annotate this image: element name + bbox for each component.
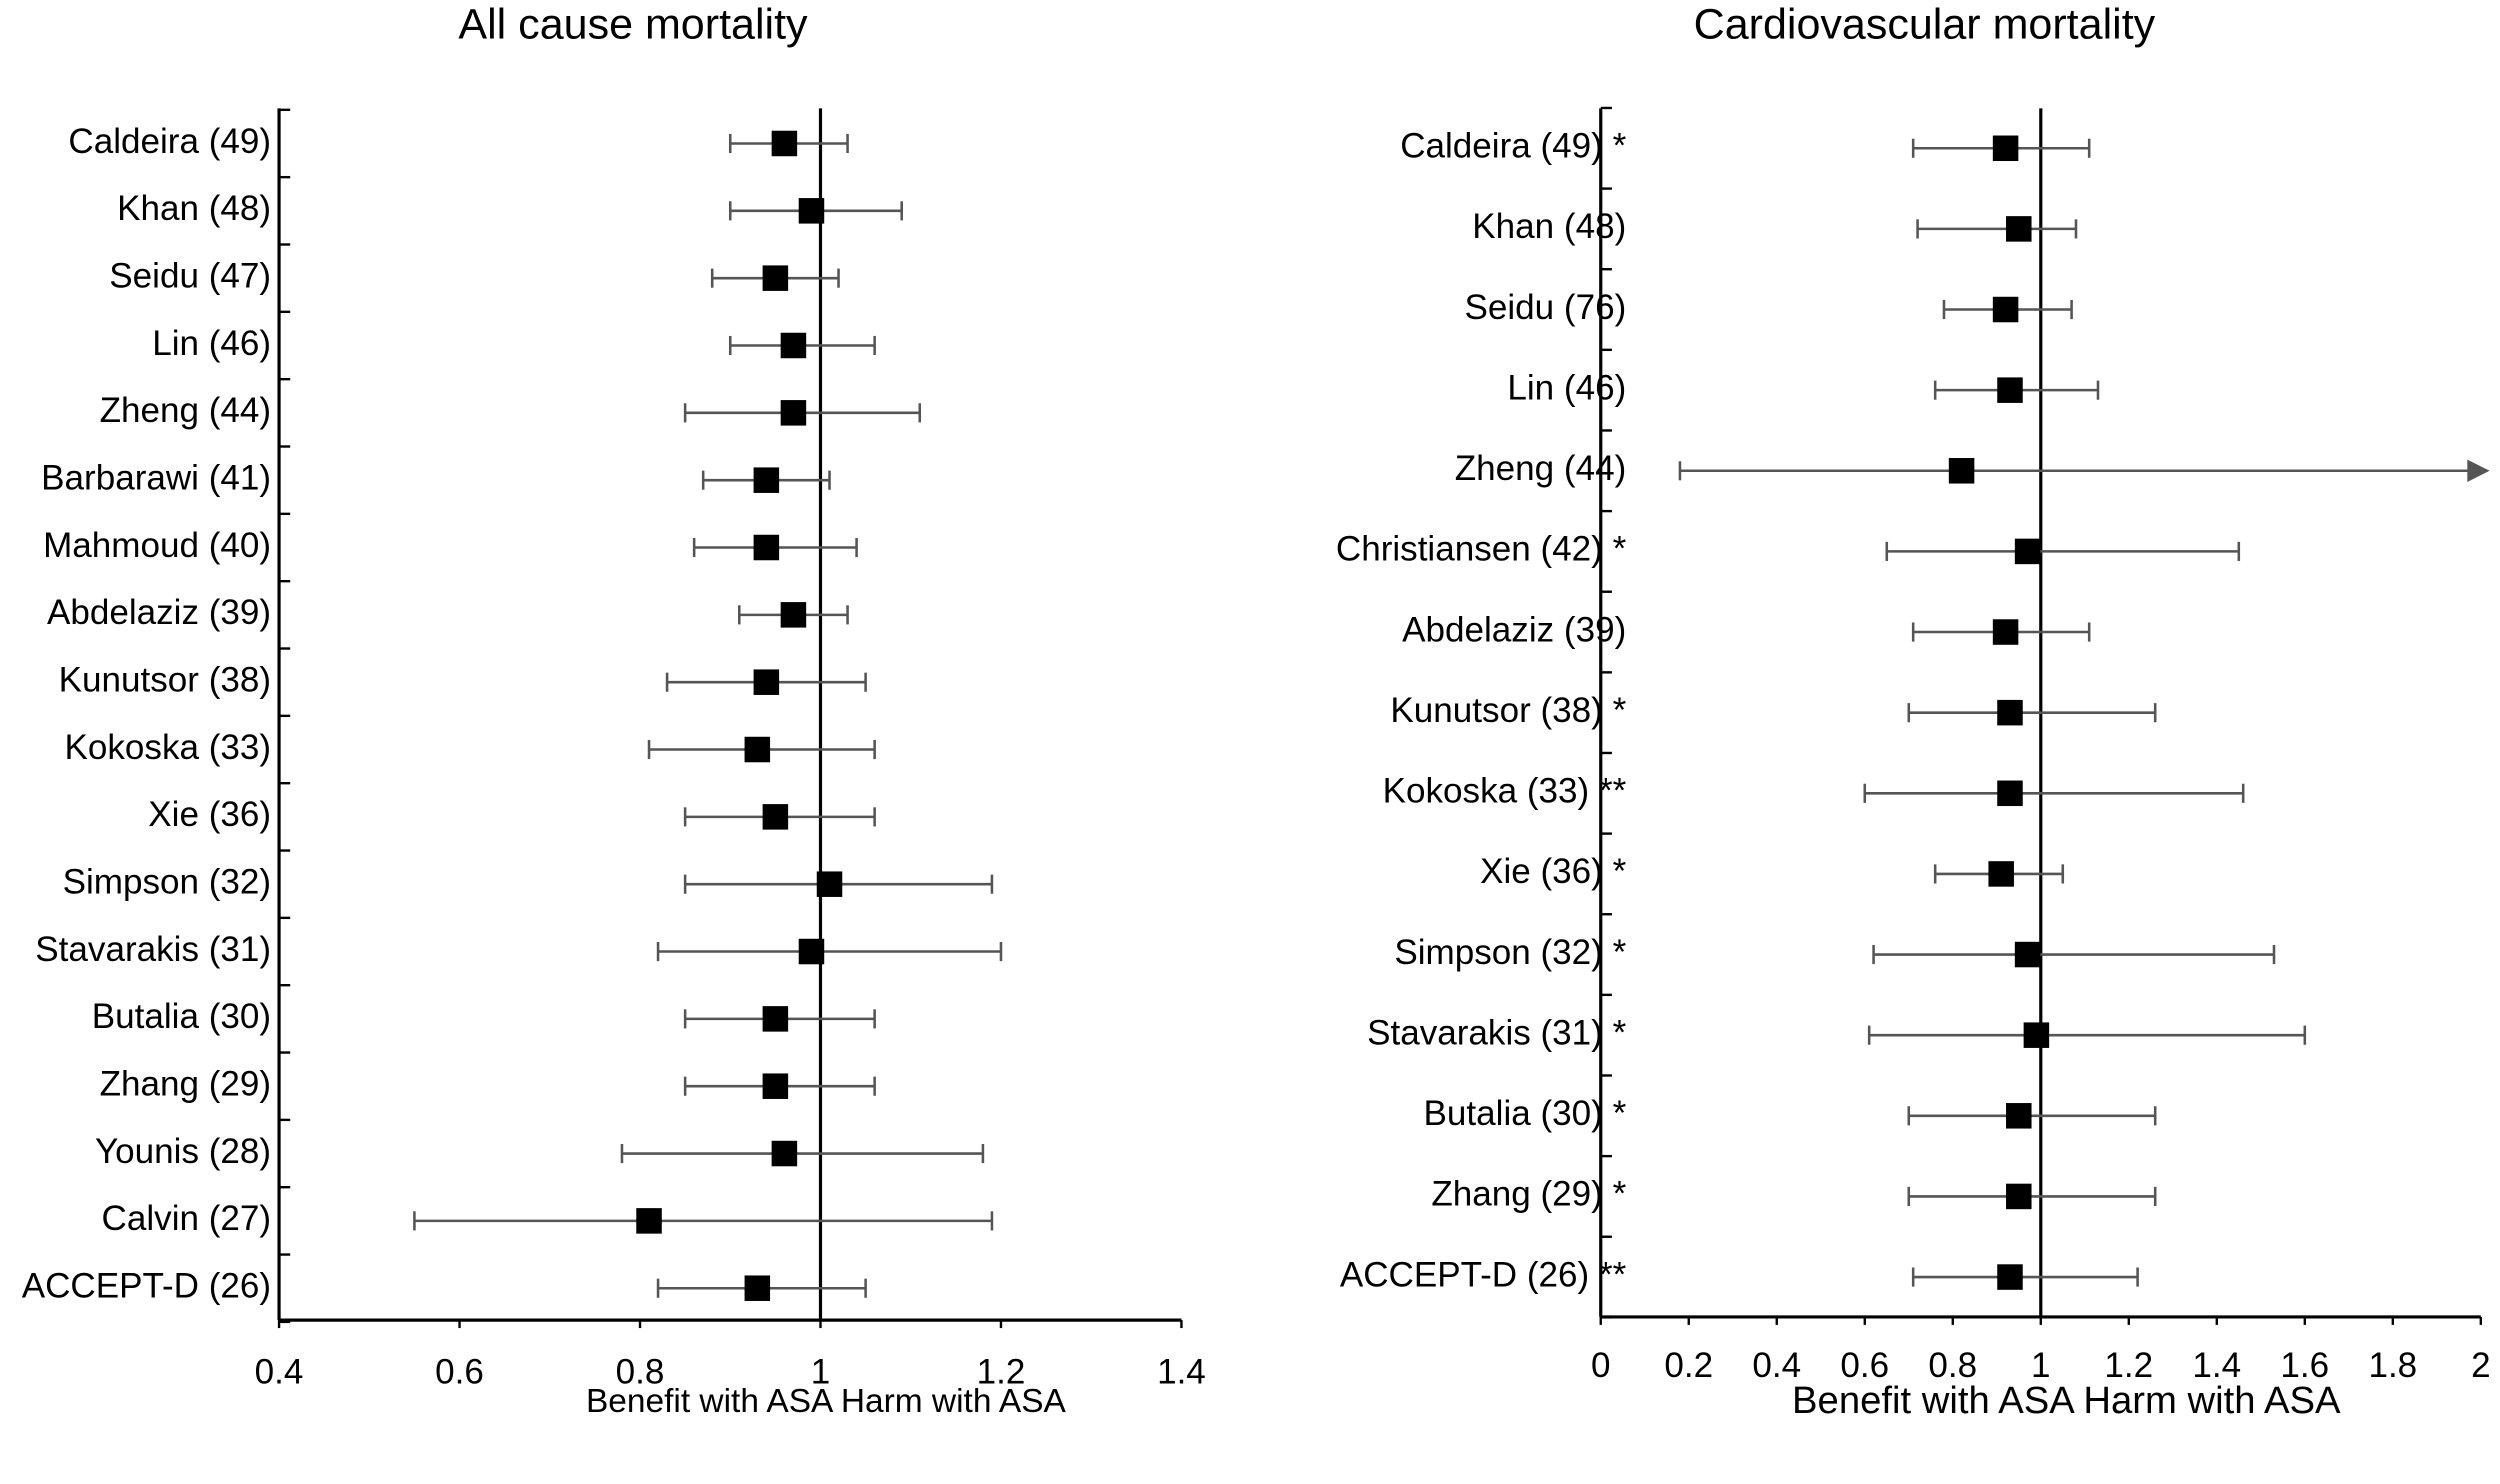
point-estimate xyxy=(1997,377,2023,403)
point-estimate xyxy=(1988,861,2014,887)
point-estimate xyxy=(780,400,807,426)
category-label: Younis (28) xyxy=(95,1132,271,1171)
x-tick-label: 1.2 xyxy=(2104,1346,2153,1385)
x-tick-label: 1.4 xyxy=(2192,1346,2241,1385)
category-label: Mahmoud (40) xyxy=(43,526,271,565)
category-label: Kokoska (33) ** xyxy=(1383,772,1627,811)
point-estimate xyxy=(771,130,798,157)
point-estimate xyxy=(762,265,789,291)
point-estimate xyxy=(1997,780,2023,807)
point-estimate xyxy=(798,938,825,965)
x-tick-label: 1.2 xyxy=(977,1353,1026,1392)
category-label: ACCEPT-D (26) ** xyxy=(1340,1255,1627,1294)
category-label: Zheng (44) xyxy=(100,391,272,430)
category-label: Seidu (47) xyxy=(109,256,271,295)
x-axis-label: Benefit with ASA Harm with ASA xyxy=(586,1383,1067,1420)
category-label: ACCEPT-D (26) xyxy=(22,1266,271,1305)
x-tick-label: 0.2 xyxy=(1664,1346,1713,1385)
point-estimate xyxy=(2023,1022,2050,1048)
point-estimate xyxy=(2006,216,2032,242)
point-estimate xyxy=(636,1208,662,1234)
x-axis-label: Benefit with ASA Harm with ASA xyxy=(1792,1379,2341,1422)
point-estimate xyxy=(780,602,807,628)
point-estimate xyxy=(1992,296,2019,323)
whisker-arrow xyxy=(2467,459,2490,482)
category-label: Zheng (44) xyxy=(1455,449,1627,488)
category-label: Barbarawi (41) xyxy=(41,458,271,497)
category-label: Lin (46) xyxy=(152,324,271,363)
category-label: Kunutsor (38) xyxy=(59,660,271,699)
category-label: Butalia (30) * xyxy=(1424,1094,1627,1133)
category-label: Xie (36) xyxy=(148,795,271,834)
chart-title: Cardiovascular mortality xyxy=(1694,0,2156,48)
category-label: Calvin (27) xyxy=(102,1199,272,1238)
category-label: Caldeira (49) * xyxy=(1400,127,1626,166)
x-tick-label: 1.8 xyxy=(2368,1346,2417,1385)
category-label: Kunutsor (38) * xyxy=(1390,691,1626,730)
category-label: Simpson (32) xyxy=(63,862,272,901)
chart-title: All cause mortality xyxy=(458,0,808,48)
x-tick-label: 2 xyxy=(2471,1346,2491,1385)
point-estimate xyxy=(1997,699,2023,726)
category-label: Christiansen (42) * xyxy=(1336,530,1627,569)
category-label: Butalia (30) xyxy=(92,997,271,1036)
category-label: Zhang (29) * xyxy=(1431,1175,1626,1214)
point-estimate xyxy=(1992,135,2019,162)
point-estimate xyxy=(1992,619,2019,645)
category-label: Stavarakis (31) xyxy=(35,930,271,969)
category-label: Khan (48) xyxy=(117,189,271,228)
point-estimate xyxy=(762,1073,789,1099)
point-estimate xyxy=(753,467,780,493)
x-tick-label: 1.4 xyxy=(1157,1353,1206,1392)
category-label: Lin (46) xyxy=(1507,368,1626,407)
category-label: Khan (48) xyxy=(1472,207,1626,246)
x-tick-label: 0.8 xyxy=(1928,1346,1977,1385)
point-estimate xyxy=(2014,538,2041,565)
x-tick-label: 1 xyxy=(2031,1346,2051,1385)
category-label: Caldeira (49) xyxy=(68,122,271,161)
point-estimate xyxy=(753,534,780,561)
point-estimate xyxy=(744,1275,771,1301)
category-label: Abdelaziz (39) xyxy=(1402,610,1626,649)
point-estimate xyxy=(744,736,771,763)
point-estimate xyxy=(753,669,780,695)
category-label: Xie (36) * xyxy=(1480,852,1627,891)
x-tick-label: 0 xyxy=(1591,1346,1611,1385)
point-estimate xyxy=(798,198,825,224)
category-label: Stavarakis (31) * xyxy=(1367,1013,1627,1052)
x-tick-label: 0.4 xyxy=(1752,1346,1801,1385)
point-estimate xyxy=(780,332,807,359)
point-estimate xyxy=(816,871,843,897)
point-estimate xyxy=(771,1140,798,1167)
point-estimate xyxy=(762,1006,789,1032)
x-tick-label: 0.6 xyxy=(1840,1346,1889,1385)
x-tick-label: 1 xyxy=(811,1353,831,1392)
category-label: Abdelaziz (39) xyxy=(47,593,271,632)
x-tick-label: 0.4 xyxy=(255,1353,304,1392)
point-estimate xyxy=(1948,458,1975,484)
point-estimate xyxy=(2006,1183,2032,1210)
x-tick-label: 0.8 xyxy=(616,1353,665,1392)
category-label: Kokoska (33) xyxy=(65,728,272,767)
x-tick-label: 0.6 xyxy=(435,1353,484,1392)
category-label: Simpson (32) * xyxy=(1394,933,1626,972)
category-label: Seidu (76) xyxy=(1464,288,1626,327)
point-estimate xyxy=(2006,1103,2032,1129)
category-label: Zhang (29) xyxy=(100,1064,272,1103)
point-estimate xyxy=(762,804,789,830)
point-estimate xyxy=(2014,941,2041,968)
point-estimate xyxy=(1997,1264,2023,1290)
x-tick-label: 1.6 xyxy=(2280,1346,2329,1385)
